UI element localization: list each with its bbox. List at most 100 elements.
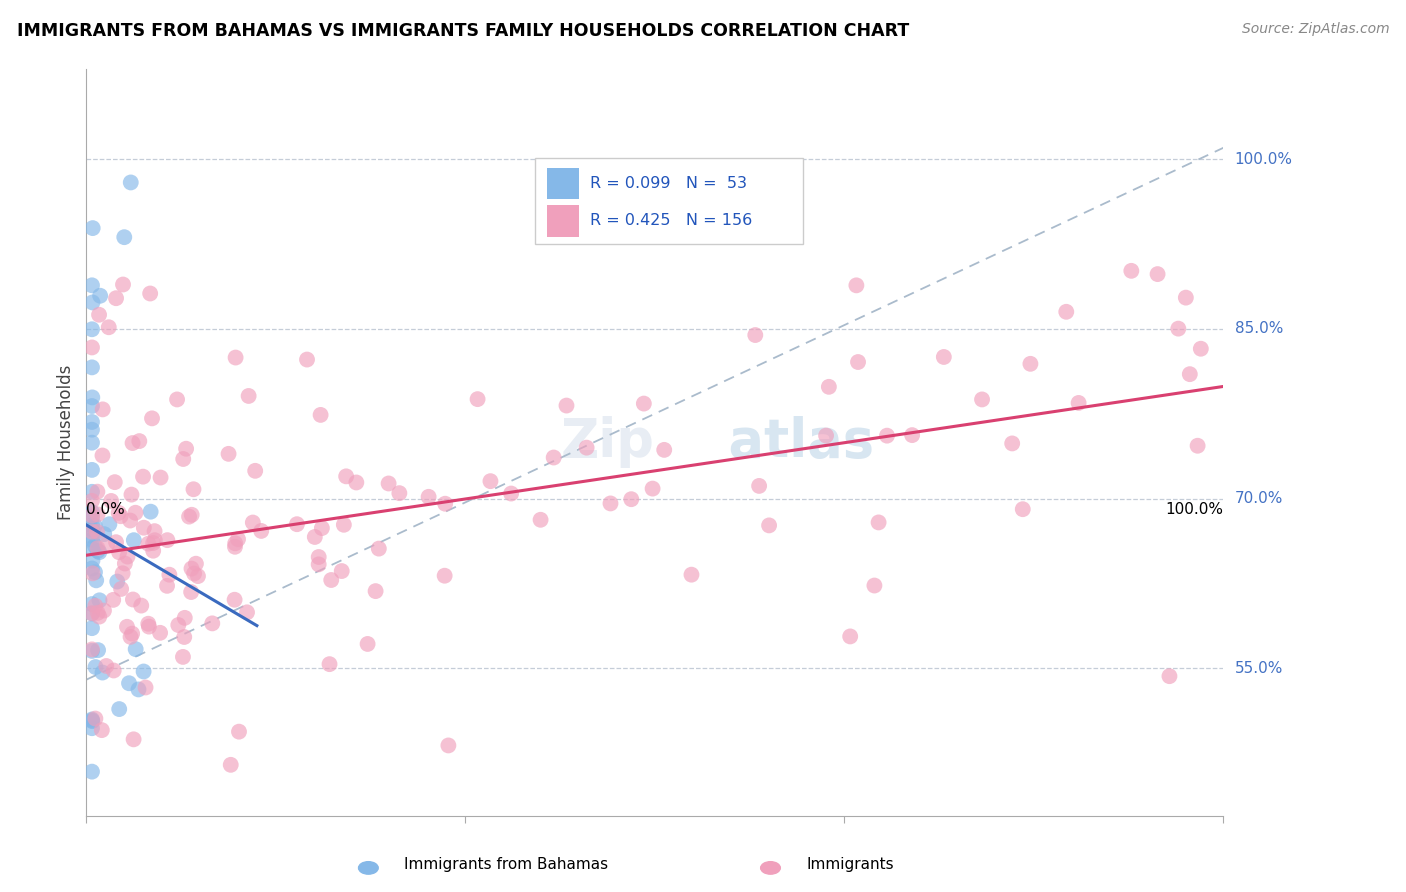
Point — [80, 642, 103, 657]
Point — [80, 541, 103, 556]
Point — [1019, 357, 1042, 371]
Point — [86, 508, 108, 522]
Point — [364, 584, 387, 599]
Point — [132, 665, 155, 679]
Point — [142, 543, 165, 558]
Point — [744, 328, 766, 343]
Point — [84, 565, 107, 579]
Point — [187, 569, 209, 583]
Point — [91, 449, 114, 463]
Text: atlas: atlas — [655, 416, 875, 468]
Point — [1189, 342, 1212, 356]
Point — [82, 391, 104, 405]
Point — [839, 629, 862, 643]
Point — [681, 567, 703, 582]
Point — [1067, 396, 1090, 410]
Point — [97, 320, 120, 334]
Point — [242, 516, 264, 530]
Point — [84, 712, 107, 726]
Point — [543, 450, 565, 465]
FancyBboxPatch shape — [536, 158, 803, 244]
Point — [80, 561, 103, 575]
Point — [80, 713, 103, 727]
Point — [96, 537, 118, 551]
Point — [167, 618, 190, 632]
Point — [80, 607, 103, 621]
Point — [86, 544, 108, 558]
Point — [815, 428, 838, 442]
Point — [84, 660, 107, 674]
Point — [96, 659, 118, 673]
Point — [110, 509, 132, 524]
Point — [149, 625, 172, 640]
Point — [1167, 321, 1189, 335]
Point — [89, 609, 111, 624]
Point — [80, 435, 103, 450]
Point — [1121, 264, 1143, 278]
Point — [112, 230, 135, 244]
Point — [1146, 267, 1168, 281]
Text: Source: ZipAtlas.com: Source: ZipAtlas.com — [1241, 22, 1389, 37]
Point — [1011, 502, 1033, 516]
Point — [108, 545, 131, 559]
Point — [1174, 291, 1197, 305]
Point — [86, 484, 108, 499]
Text: 100.0%: 100.0% — [1166, 502, 1223, 516]
Point — [83, 518, 105, 533]
Text: R = 0.425   N = 156: R = 0.425 N = 156 — [591, 213, 752, 228]
Point — [575, 441, 598, 455]
Point — [183, 482, 205, 496]
Point — [132, 469, 155, 483]
Point — [970, 392, 993, 407]
Point — [86, 541, 108, 556]
Point — [149, 470, 172, 484]
Point — [111, 277, 134, 292]
Point — [91, 402, 114, 417]
Point — [89, 593, 111, 607]
Point — [105, 291, 128, 305]
Point — [80, 360, 103, 375]
Point — [901, 428, 924, 442]
Point — [356, 637, 378, 651]
Point — [226, 532, 249, 546]
Point — [1159, 669, 1181, 683]
Point — [124, 506, 146, 520]
Point — [80, 278, 103, 293]
Text: Zip: Zip — [561, 416, 655, 468]
Point — [89, 545, 111, 559]
Point — [311, 521, 333, 535]
Y-axis label: Family Households: Family Households — [58, 364, 75, 520]
Text: 70.0%: 70.0% — [1234, 491, 1282, 506]
Point — [80, 597, 103, 611]
Point — [143, 533, 166, 548]
Point — [344, 475, 367, 490]
Point — [295, 352, 318, 367]
Point — [80, 522, 103, 536]
Point — [90, 723, 112, 738]
Point — [228, 724, 250, 739]
Point — [285, 517, 308, 532]
Point — [105, 574, 128, 589]
Point — [132, 521, 155, 535]
Point — [219, 757, 242, 772]
Point — [245, 464, 267, 478]
Point — [111, 566, 134, 581]
Point — [157, 567, 180, 582]
Point — [434, 497, 457, 511]
Point — [250, 524, 273, 538]
Point — [121, 626, 143, 640]
Point — [82, 566, 104, 581]
Point — [846, 355, 869, 369]
Point — [100, 494, 122, 508]
Text: R = 0.099   N =  53: R = 0.099 N = 53 — [591, 176, 747, 191]
Point — [142, 536, 165, 550]
Point — [108, 702, 131, 716]
Point — [818, 380, 841, 394]
Point — [80, 764, 103, 779]
Text: 85.0%: 85.0% — [1234, 321, 1282, 336]
Point — [86, 524, 108, 539]
Text: 55.0%: 55.0% — [1234, 661, 1282, 676]
Text: Immigrants: Immigrants — [807, 857, 894, 872]
Point — [180, 561, 202, 575]
Point — [124, 642, 146, 657]
